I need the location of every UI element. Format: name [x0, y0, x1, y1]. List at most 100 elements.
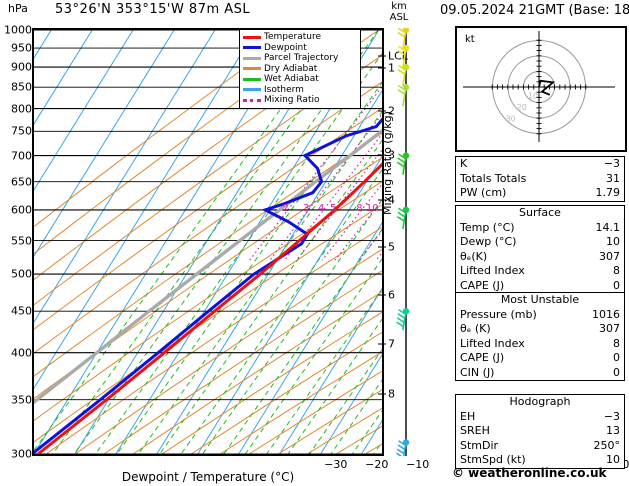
most-unstable-table: Most Unstable Pressure (mb) 1016 θₑ (K) 307 L…: [455, 292, 625, 381]
row-value: −3: [603, 409, 620, 423]
pressure-tick-label: 550: [11, 234, 32, 248]
row-label: Totals Totals: [460, 171, 527, 185]
wind-barb: [396, 152, 410, 175]
row-label: Lifted Index: [460, 336, 525, 350]
legend: Temperature Dewpoint Parcel Trajectory Dry …: [239, 29, 361, 109]
pressure-tick-label: 750: [11, 124, 32, 138]
most-unstable-row: Pressure (mb) 1016: [456, 308, 624, 323]
row-label: Lifted Index: [460, 264, 525, 277]
hodograph-stats-table: Hodograph EH −3 SREH 13 StmDir 250° StmSpd (kt)…: [455, 394, 625, 469]
altitude-tick-label: 3: [388, 148, 395, 162]
legend-item: Wet Adiabat: [243, 74, 357, 85]
legend-swatch: [243, 35, 261, 39]
row-label: Dewp (°C): [460, 235, 517, 248]
row-label: CAPE (J): [460, 351, 505, 364]
pressure-tick-label: 350: [11, 393, 32, 407]
altitude-tick-label: 6: [388, 288, 395, 302]
row-value: 31: [606, 171, 620, 185]
x-axis-title: Dewpoint / Temperature (°C): [121, 470, 295, 484]
wind-barb: [397, 63, 410, 87]
wind-barb: [397, 44, 410, 68]
mixing-ratio-label: 8: [356, 203, 362, 214]
legend-swatch: [243, 88, 261, 92]
pressure-tick-label: 400: [11, 346, 32, 360]
hodograph-stat-row: EH −3: [456, 410, 624, 425]
wind-barbs-canvas: [394, 26, 410, 472]
hodograph-stat-row: SREH 13: [456, 424, 624, 439]
legend-swatch: [243, 67, 261, 71]
lcl-tick-mark: [378, 55, 386, 57]
indices-table: K −3 Totals Totals 31 PW (cm) 1.79: [455, 156, 625, 202]
wind-barb: [396, 206, 410, 230]
surface-row: Dewp (°C) 10: [456, 235, 624, 250]
wind-barb: [394, 439, 410, 472]
row-value: 13: [606, 424, 620, 437]
pressure-tick-label: 1000: [4, 23, 32, 37]
row-label: Temp (°C): [460, 220, 515, 234]
altitude-tick-label: 5: [388, 240, 395, 254]
row-label: EH: [460, 409, 476, 423]
row-value: 0: [613, 351, 620, 364]
surface-row: Lifted Index 8: [456, 264, 624, 279]
pressure-unit-label: hPa: [8, 2, 28, 15]
temperature-tick-label: −20: [365, 458, 389, 471]
pressure-tick-label: 700: [11, 149, 32, 163]
hodograph-unit-label: kt: [465, 34, 475, 45]
pressure-tick-label: 900: [11, 60, 32, 74]
wind-barb-column: [384, 26, 428, 472]
hodograph-stat-title: Hodograph: [509, 395, 571, 408]
row-value: 8: [613, 264, 620, 277]
row-value: 0: [613, 365, 620, 379]
pressure-tick-label: 600: [11, 203, 32, 217]
row-label: PW (cm): [460, 186, 507, 199]
temperature-tick-label: −30: [324, 458, 348, 471]
station-title: 53°26'N 353°15'W 87m ASL: [55, 2, 251, 17]
wind-barb: [396, 308, 410, 331]
row-label: θₑ(K): [460, 249, 488, 263]
altitude-tick-label: 2: [388, 104, 395, 118]
legend-label: Wet Adiabat: [264, 74, 319, 84]
wind-barb: [397, 26, 410, 50]
altitude-tick-mark: [378, 110, 386, 112]
legend-label: Isotherm: [264, 84, 304, 95]
altitude-tick-mark: [378, 393, 386, 395]
mixing-ratio-label: 5: [330, 203, 336, 214]
altitude-axis-labels: 1 2 3 4 5 6 7 8 LCL: [378, 28, 410, 456]
row-value: 10: [606, 235, 620, 248]
row-value: 0: [613, 278, 620, 292]
legend-swatch: [243, 46, 261, 50]
lcl-label: LCL: [388, 49, 408, 63]
hodograph-ring-label: 20: [517, 103, 527, 112]
legend-item: Dewpoint: [243, 43, 357, 54]
hodograph-ring-label: 10: [528, 91, 538, 100]
index-row: K −3: [456, 157, 624, 172]
km-unit-line2: ASL: [389, 12, 409, 23]
hodograph-trace: [538, 79, 556, 96]
row-label: CIN (J): [460, 365, 495, 379]
legend-item: Dry Adiabat: [243, 64, 357, 75]
legend-swatch: [243, 56, 261, 60]
surface-row: Temp (°C) 14.1: [456, 221, 624, 236]
row-label: SREH: [460, 424, 490, 437]
pressure-tick-label: 650: [11, 175, 32, 189]
temperature-tick-label: −10: [406, 458, 430, 471]
hodograph-stat-row: StmDir 250°: [456, 439, 624, 454]
row-value: 1.79: [595, 186, 621, 199]
mixing-ratio-label: 3: [303, 203, 309, 214]
altitude-tick-label: 4: [388, 193, 395, 207]
most-unstable-row: CAPE (J) 0: [456, 351, 624, 366]
row-value: 307: [599, 249, 620, 263]
row-value: 10: [606, 453, 620, 466]
legend-swatch: [243, 77, 261, 81]
altitude-tick-mark: [378, 199, 386, 201]
pressure-tick-label: 450: [11, 304, 32, 318]
row-value: 307: [599, 322, 620, 335]
skewt-canvas: 2345810152025: [34, 30, 382, 454]
surface-row: CAPE (J) 0: [456, 279, 624, 294]
wind-barb: [397, 84, 410, 107]
hodograph-plot: 10 20 30 kt: [455, 26, 627, 152]
row-label: CAPE (J): [460, 278, 505, 292]
legend-label: Parcel Trajectory: [264, 53, 339, 63]
row-value: 250°: [593, 438, 621, 452]
